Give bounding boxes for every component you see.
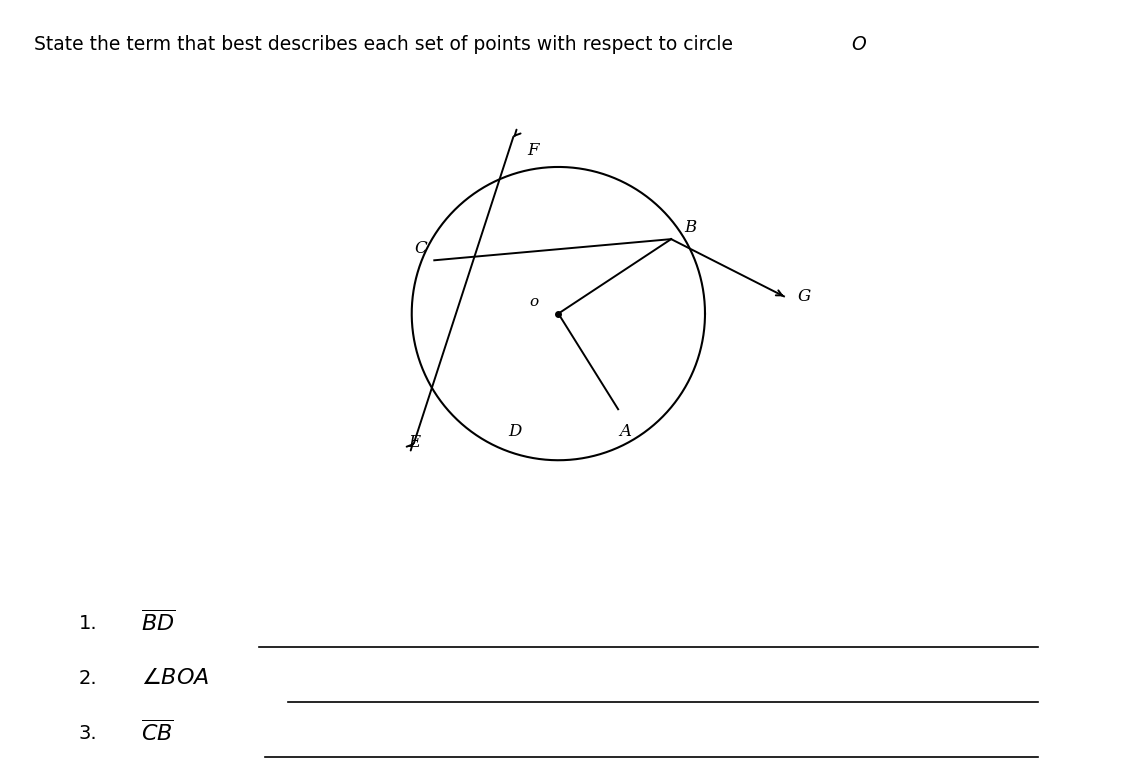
Text: $\overline{CB}$: $\overline{CB}$ [141, 720, 174, 746]
Text: B: B [685, 220, 697, 236]
Text: o: o [529, 295, 538, 309]
Text: $\overline{BD}$: $\overline{BD}$ [141, 611, 175, 636]
Text: G: G [797, 288, 811, 305]
Text: O: O [852, 35, 866, 54]
Text: C: C [415, 241, 428, 257]
Text: F: F [527, 142, 538, 159]
Text: 3.: 3. [79, 724, 98, 742]
Text: $\angle BOA$: $\angle BOA$ [141, 667, 210, 689]
Text: D: D [509, 423, 522, 441]
Text: 2.: 2. [79, 669, 98, 688]
Text: E: E [408, 434, 421, 451]
Text: State the term that best describes each set of points with respect to circle: State the term that best describes each … [34, 35, 739, 54]
Text: A: A [619, 423, 631, 441]
Text: 1.: 1. [79, 614, 98, 633]
